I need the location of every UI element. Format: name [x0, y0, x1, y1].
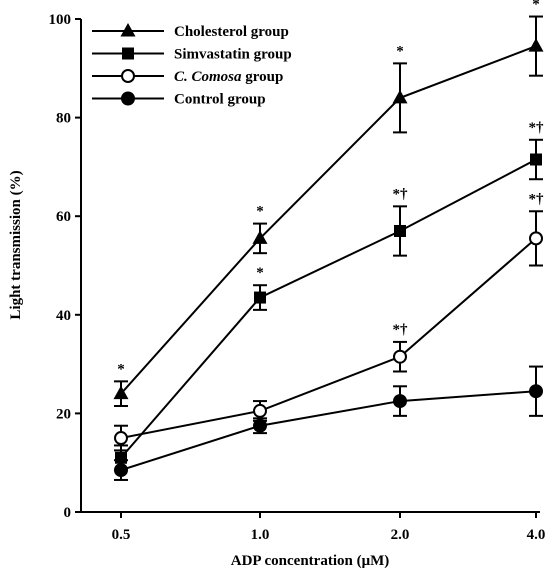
series-line — [120, 237, 537, 440]
significance-mark: * — [396, 43, 404, 59]
legend: Cholesterol group Simvastatin group C. Com… — [92, 23, 292, 108]
legend-marker — [120, 23, 136, 37]
data-point — [393, 394, 407, 409]
x-axis-title: ADP concentration (μM) — [231, 553, 389, 569]
data-point — [528, 38, 544, 52]
legend-label: C. Comosa group — [174, 69, 283, 85]
legend-entry: Control group — [92, 91, 266, 108]
series-line — [120, 390, 537, 472]
significance-mark: * — [532, 0, 540, 13]
significance-mark: *† — [529, 191, 545, 207]
significance-annotations: * * * * * *† *† *† *† — [117, 0, 544, 377]
data-point — [529, 231, 543, 246]
significance-mark: * — [256, 265, 264, 281]
data-point — [392, 89, 408, 104]
significance-mark: *† — [529, 120, 545, 136]
data-point — [253, 403, 267, 418]
y-tick-label: 80 — [56, 111, 71, 127]
data-point — [114, 463, 128, 478]
data-point — [393, 349, 407, 364]
legend-marker — [121, 69, 135, 83]
legend-label: Simvastatin group — [174, 47, 292, 63]
data-point — [252, 230, 268, 244]
y-tick-label: 0 — [64, 505, 72, 521]
significance-mark: *† — [393, 186, 409, 202]
axes: 0 20 40 60 80 100 0.5 1.0 2.0 4.0 — [49, 12, 546, 543]
series-line — [120, 158, 537, 459]
significance-mark: *† — [393, 322, 409, 338]
x-tick-label: 4.0 — [527, 527, 546, 543]
legend-marker — [122, 47, 134, 60]
data-point — [253, 418, 267, 433]
legend-entry: Simvastatin group — [92, 47, 292, 63]
y-tick-label: 60 — [56, 209, 71, 225]
x-tick-label: 0.5 — [112, 527, 131, 543]
y-tick-label: 40 — [56, 308, 71, 324]
legend-entry: Cholesterol group — [92, 23, 289, 40]
x-tick-label: 1.0 — [251, 527, 270, 543]
legend-marker — [121, 91, 135, 106]
data-point — [114, 431, 128, 446]
data-point — [394, 224, 406, 237]
data-point — [529, 384, 543, 399]
legend-label: Cholesterol group — [174, 24, 289, 40]
data-point — [113, 385, 129, 400]
series-line — [120, 45, 537, 395]
legend-entry: C. Comosa group — [92, 69, 283, 85]
series-layer — [113, 15, 544, 481]
significance-mark: * — [117, 361, 125, 377]
y-tick-label: 20 — [56, 406, 71, 422]
x-tick-label: 2.0 — [391, 527, 410, 543]
y-tick-label: 100 — [49, 12, 72, 28]
significance-mark: * — [256, 204, 264, 220]
data-point — [254, 291, 266, 304]
data-point — [115, 451, 127, 464]
y-axis-title: Light transmission (%) — [8, 170, 24, 319]
data-point — [530, 153, 542, 166]
legend-label: Control group — [174, 92, 266, 108]
